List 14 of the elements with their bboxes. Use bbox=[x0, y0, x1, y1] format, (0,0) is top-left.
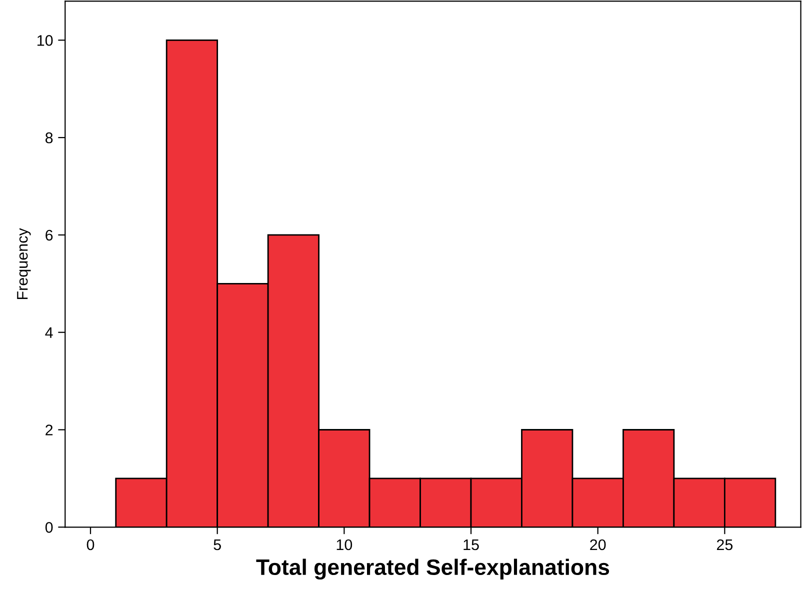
y-tick-label: 4 bbox=[45, 327, 53, 338]
y-axis-title: Frequency bbox=[17, 228, 31, 300]
x-tick-label: 0 bbox=[86, 539, 94, 550]
y-tick-label: 10 bbox=[37, 35, 53, 46]
x-tick-label: 10 bbox=[336, 539, 352, 550]
y-tick-label: 0 bbox=[45, 522, 53, 533]
y-tick-label: 2 bbox=[46, 424, 53, 436]
y-tick-label: 6 bbox=[46, 230, 53, 241]
x-tick-label: 25 bbox=[716, 539, 733, 550]
x-axis-title: Total generated Self-explanations bbox=[256, 558, 610, 580]
x-tick-label: 5 bbox=[214, 540, 221, 550]
x-tick-label: 20 bbox=[590, 539, 606, 550]
x-tick-label: 15 bbox=[464, 540, 479, 550]
y-tick-label: 8 bbox=[45, 132, 53, 144]
